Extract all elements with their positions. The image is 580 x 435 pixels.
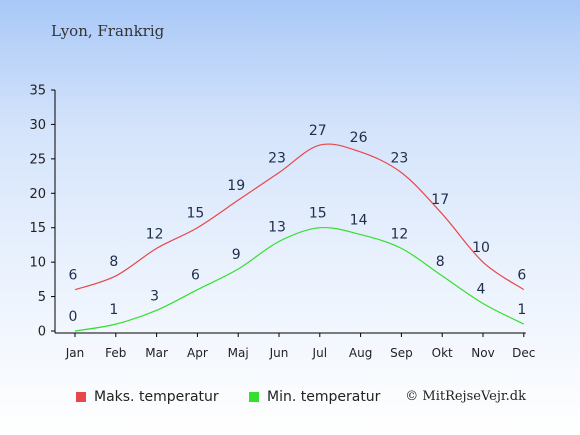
- min-data-label: 0: [69, 309, 78, 325]
- min-data-label: 4: [477, 281, 486, 297]
- y-tick-label: 25: [29, 152, 46, 167]
- min-data-label: 9: [232, 247, 241, 263]
- legend-min: Min. temperatur: [249, 389, 380, 405]
- max-data-label: 23: [390, 151, 408, 167]
- max-series-line: [74, 143, 525, 291]
- x-tick-label: Aug: [349, 346, 372, 360]
- y-tick-label: 15: [29, 221, 46, 236]
- x-tick-label: Apr: [187, 346, 208, 360]
- max-data-label: 23: [268, 151, 286, 167]
- x-tick-label: Sep: [390, 346, 413, 360]
- max-data-label: 12: [146, 226, 164, 242]
- legend-max-swatch: [76, 392, 86, 402]
- chart-title: Lyon, Frankrig: [51, 22, 165, 40]
- max-data-label: 17: [431, 192, 449, 208]
- x-tick-label: Mar: [145, 346, 168, 360]
- max-data-label: 26: [350, 130, 368, 146]
- min-data-label: 13: [268, 219, 286, 235]
- x-tick-label: Maj: [228, 346, 249, 360]
- min-data-label: 6: [191, 268, 200, 284]
- y-tick-label: 10: [29, 256, 46, 271]
- x-tick-label: Okt: [432, 346, 453, 360]
- min-data-label: 1: [109, 302, 118, 318]
- y-tick-label: 30: [29, 118, 46, 133]
- max-data-label: 8: [109, 254, 118, 270]
- y-tick-label: 35: [29, 84, 46, 99]
- x-tick-label: Nov: [471, 346, 494, 360]
- x-tick-label: Dec: [512, 346, 535, 360]
- legend-min-swatch: [249, 392, 259, 402]
- max-data-label: 19: [227, 178, 245, 194]
- max-data-label: 27: [309, 123, 327, 139]
- y-tick-label: 5: [38, 290, 46, 305]
- max-data-label: 6: [69, 268, 78, 284]
- min-data-label: 3: [150, 288, 159, 304]
- copyright: © MitRejseVejr.dk: [405, 389, 526, 404]
- max-data-label: 6: [517, 268, 526, 284]
- legend-max: Maks. temperatur: [76, 389, 219, 405]
- min-data-label: 1: [517, 302, 526, 318]
- min-data-label: 14: [350, 213, 368, 229]
- min-data-label: 15: [309, 206, 327, 222]
- legend-max-label: Maks. temperatur: [94, 389, 219, 405]
- x-tick-label: Jan: [65, 346, 85, 360]
- x-tick-label: Jun: [269, 346, 289, 360]
- min-data-label: 12: [390, 226, 408, 242]
- y-tick-label: 0: [38, 325, 46, 340]
- max-data-label: 10: [472, 240, 490, 256]
- min-series-line: [74, 226, 525, 332]
- x-tick-label: Feb: [105, 346, 126, 360]
- max-data-label: 15: [186, 206, 204, 222]
- y-tick-label: 20: [29, 187, 46, 202]
- legend-min-label: Min. temperatur: [267, 389, 381, 405]
- x-tick-label: Jul: [312, 346, 327, 360]
- min-data-label: 8: [436, 254, 445, 270]
